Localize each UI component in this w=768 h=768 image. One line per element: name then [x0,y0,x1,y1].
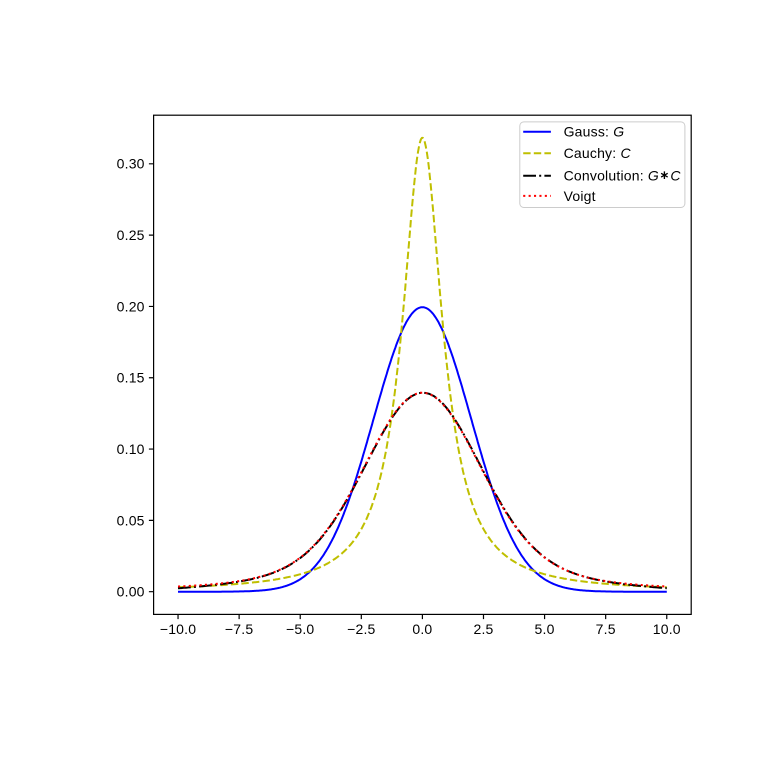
svg-text:0.30: 0.30 [117,156,145,172]
svg-text:7.5: 7.5 [596,621,616,637]
svg-text:0.0: 0.0 [412,621,432,637]
svg-text:0.00: 0.00 [117,584,145,600]
svg-text:Convolution: G: Convolution: G [564,168,659,184]
svg-text:0.05: 0.05 [117,512,145,528]
svg-text:Gauss: G: Gauss: G [564,124,625,140]
svg-text:C: C [670,168,681,184]
svg-text:0.10: 0.10 [117,441,145,457]
svg-text:0.25: 0.25 [117,227,145,243]
svg-text:−10.0: −10.0 [160,621,196,637]
svg-text:−7.5: −7.5 [225,621,253,637]
svg-text:5.0: 5.0 [535,621,555,637]
svg-text:−2.5: −2.5 [347,621,375,637]
svg-text:0.20: 0.20 [117,298,145,314]
svg-text:0.15: 0.15 [117,370,145,386]
svg-text:Voigt: Voigt [564,188,596,204]
svg-text:Cauchy: C: Cauchy: C [564,145,632,161]
svg-text:10.0: 10.0 [653,621,681,637]
svg-text:2.5: 2.5 [473,621,493,637]
svg-text:−5.0: −5.0 [286,621,314,637]
